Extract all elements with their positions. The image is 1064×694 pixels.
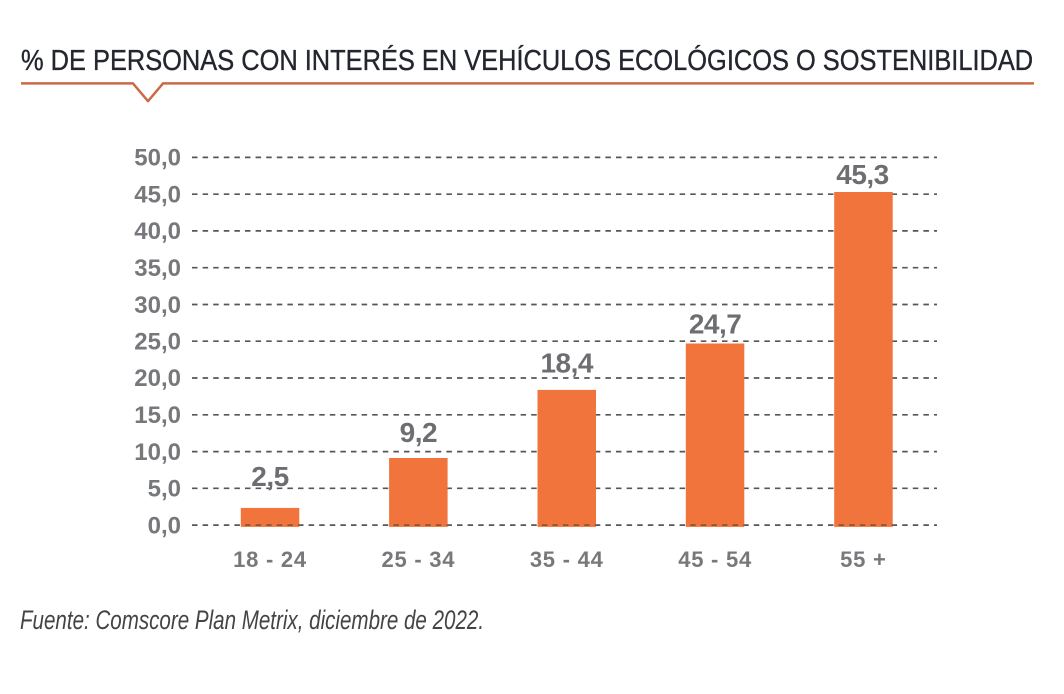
svg-text:35,0: 35,0 [134,255,181,282]
svg-text:55 +: 55 + [840,547,886,572]
svg-text:18,4: 18,4 [540,347,593,378]
svg-text:45,3: 45,3 [836,159,889,190]
svg-text:0,0: 0,0 [148,512,181,539]
svg-text:25 - 34: 25 - 34 [382,547,456,572]
svg-text:45 - 54: 45 - 54 [678,547,752,572]
svg-text:25,0: 25,0 [134,328,181,355]
svg-text:2,5: 2,5 [251,461,288,492]
svg-text:20,0: 20,0 [134,365,181,392]
svg-text:18 - 24: 18 - 24 [233,547,307,572]
svg-text:15,0: 15,0 [134,402,181,429]
svg-text:10,0: 10,0 [134,439,181,466]
svg-text:5,0: 5,0 [148,476,181,503]
svg-text:35 - 44: 35 - 44 [530,547,604,572]
svg-text:9,2: 9,2 [400,417,437,448]
svg-text:45,0: 45,0 [134,181,181,208]
svg-text:40,0: 40,0 [134,218,181,245]
svg-text:50,0: 50,0 [134,145,181,172]
svg-text:24,7: 24,7 [689,308,742,339]
svg-text:30,0: 30,0 [134,292,181,319]
